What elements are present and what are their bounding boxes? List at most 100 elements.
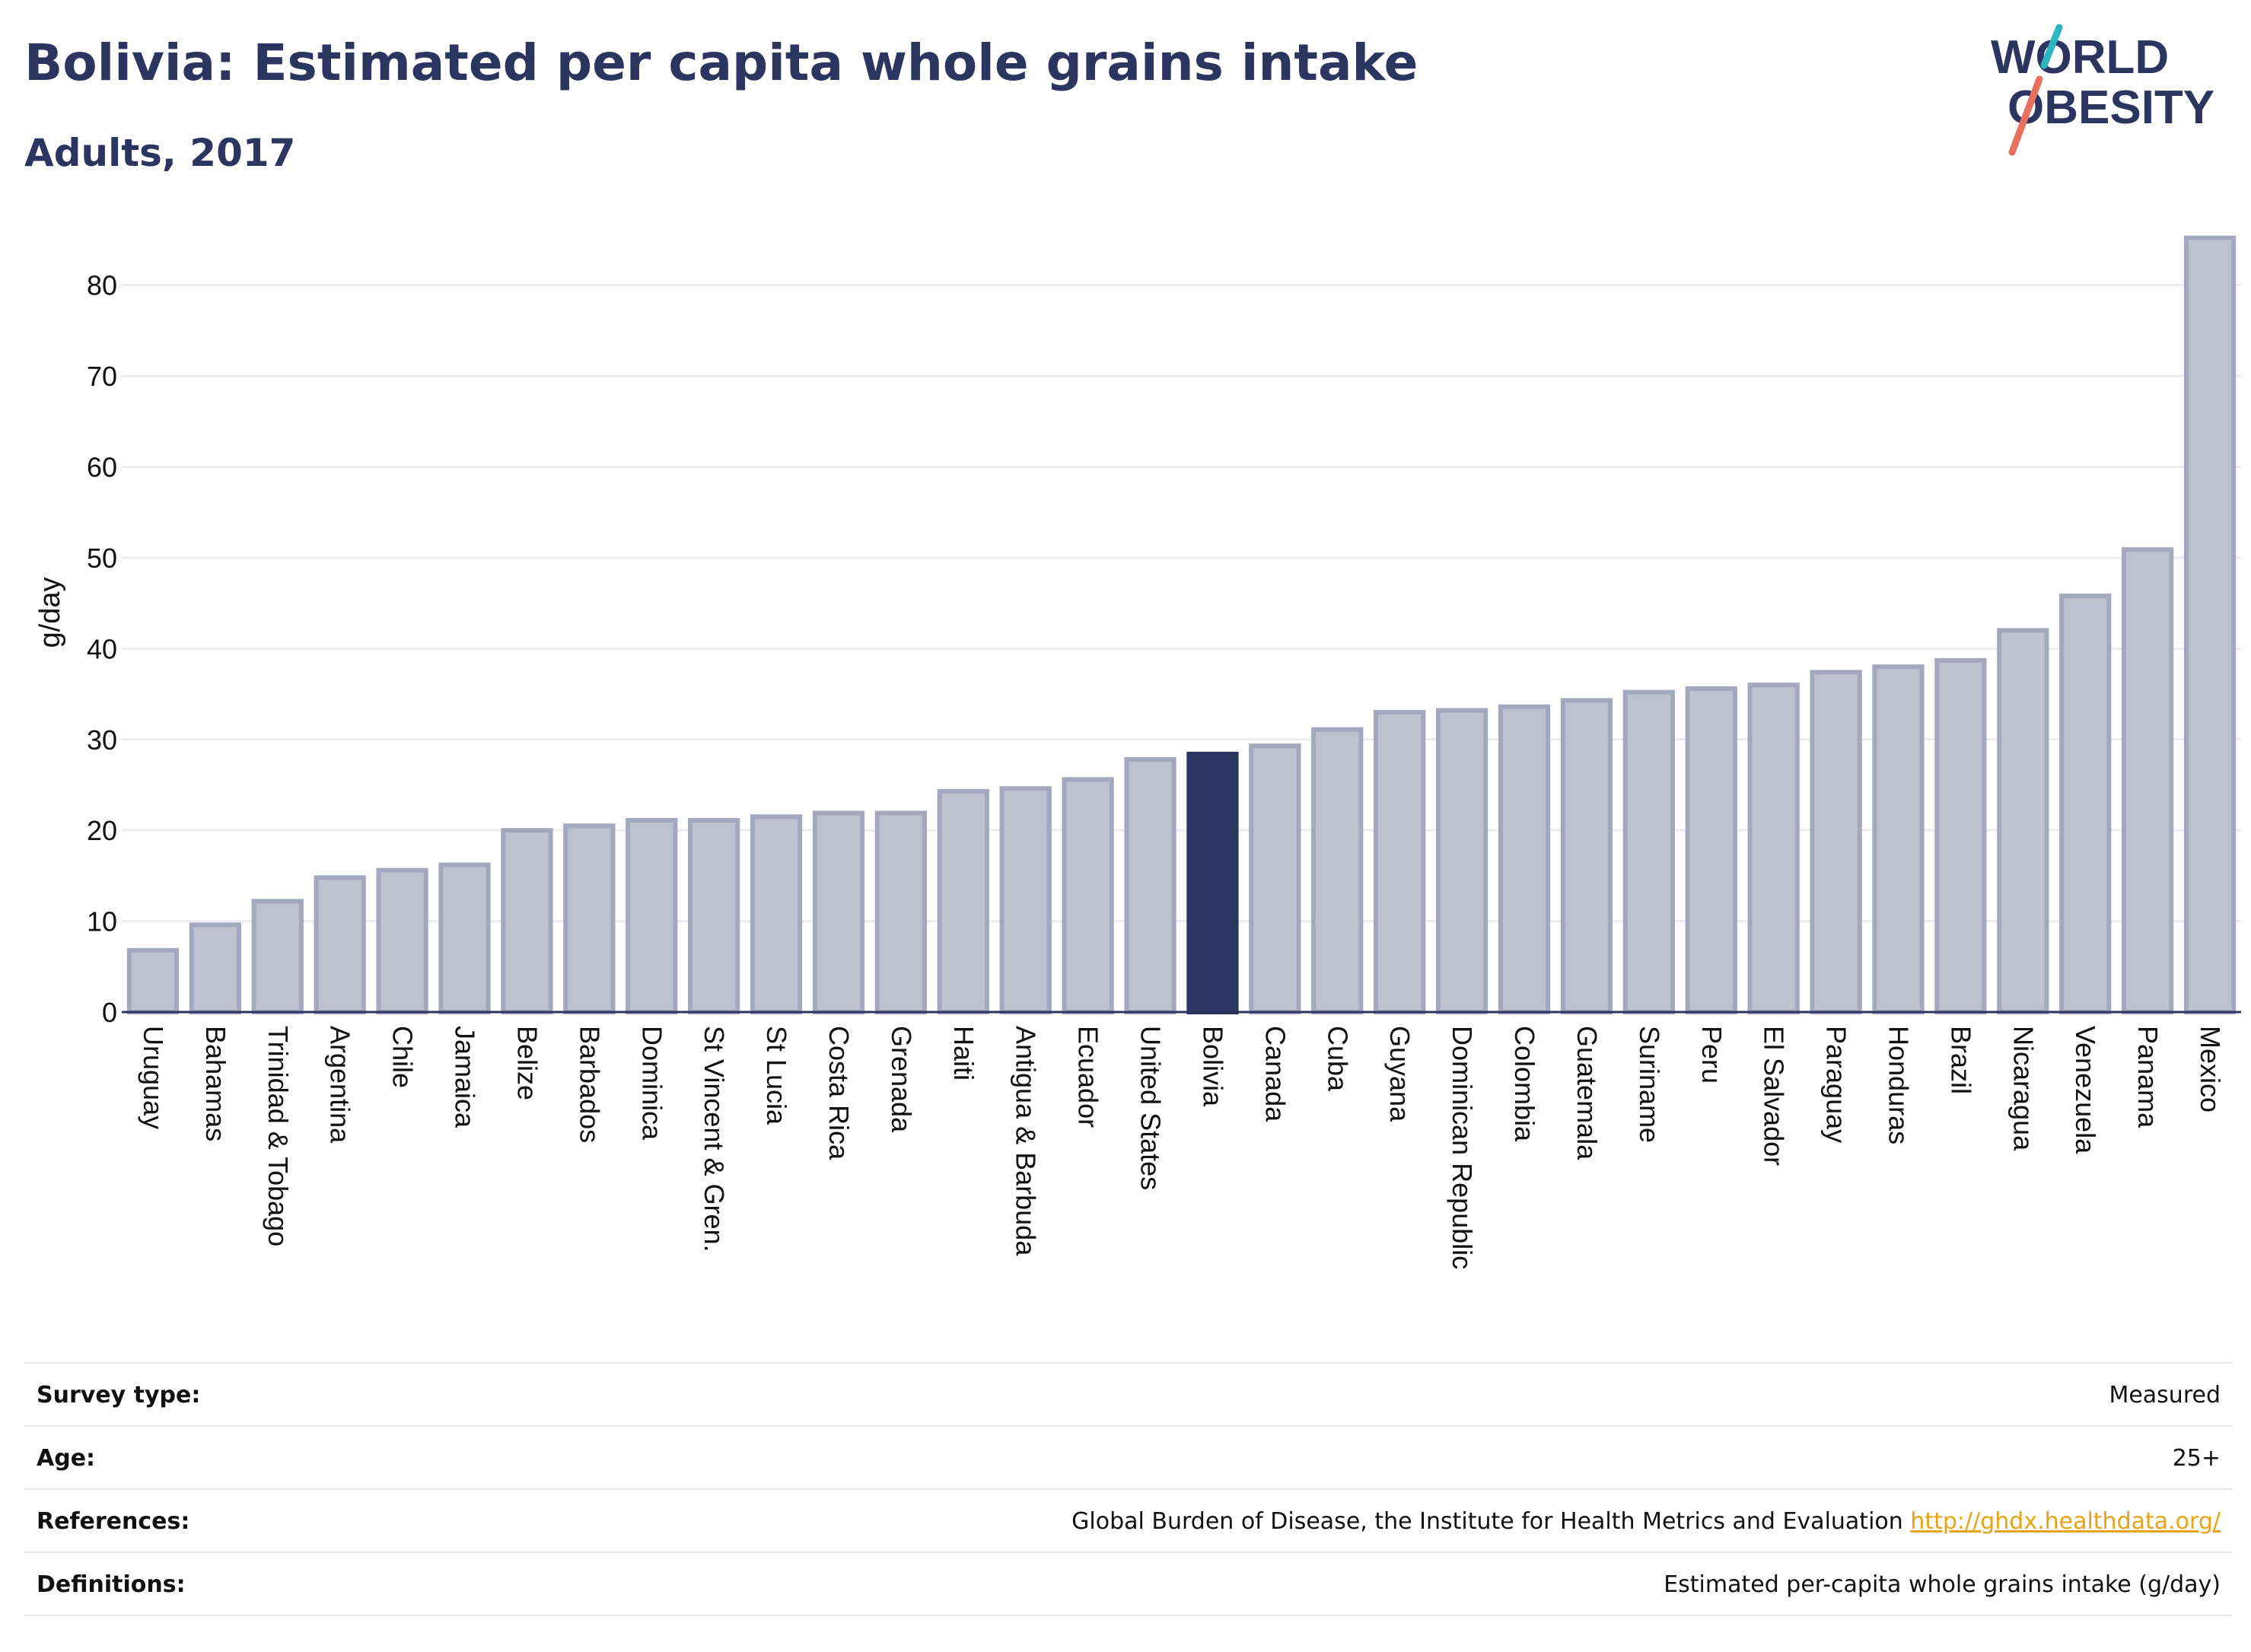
- bars: [126, 235, 2237, 1015]
- x-tick-label: Uruguay: [138, 1026, 169, 1129]
- x-tick-label: Peru: [1696, 1026, 1727, 1084]
- bar-cuba: [1311, 727, 1364, 1014]
- definitions-label: Definitions:: [37, 1571, 186, 1598]
- x-tick-label: Brazil: [1945, 1026, 1976, 1094]
- meta-row-survey-type: Survey type: Measured: [24, 1362, 2233, 1425]
- bar-argentina: [314, 875, 366, 1015]
- bar-united-states: [1124, 757, 1176, 1014]
- survey-type-value: Measured: [2109, 1382, 2221, 1408]
- logo-coral-stroke: [2008, 75, 2043, 156]
- references-link[interactable]: http://ghdx.healthdata.org/: [1910, 1508, 2221, 1535]
- x-tick-label: Bahamas: [200, 1026, 231, 1141]
- x-tick-label: Trinidad & Tobago: [263, 1026, 294, 1246]
- bar-bolivia: [1186, 751, 1239, 1015]
- logo-teal-stroke: [2040, 24, 2063, 69]
- definitions-value: Estimated per-capita whole grains intake…: [1664, 1571, 2221, 1598]
- x-tick-label: Barbados: [574, 1026, 605, 1143]
- x-tick-label: Dominica: [636, 1026, 667, 1141]
- bar-grenada: [874, 810, 928, 1015]
- y-tick-label: 70: [87, 361, 117, 392]
- y-tick-label: 0: [102, 997, 117, 1028]
- x-tick-label: Mexico: [2195, 1026, 2226, 1112]
- bar-uruguay: [126, 947, 180, 1015]
- x-tick-label: Dominican Republic: [1447, 1026, 1478, 1269]
- bar-suriname: [1622, 689, 1675, 1014]
- bar-chart: 0 10 20 30 40 50 60 70 80 Uruguay Bahamas Trinidad…: [34, 235, 2241, 1269]
- meta-row-definitions: Definitions: Estimated per-capita whole …: [24, 1552, 2233, 1616]
- bar-venezuela: [2059, 594, 2112, 1014]
- bar-bahamas: [189, 922, 241, 1015]
- bar-brazil: [1934, 657, 1987, 1014]
- y-axis-label: g/day: [34, 578, 66, 648]
- bar-dominican-republic: [1435, 708, 1488, 1014]
- bar-trinidad-tobago: [251, 899, 304, 1014]
- meta-row-age: Age: 25+: [24, 1425, 2233, 1488]
- bar-belize: [501, 828, 553, 1015]
- world-obesity-logo: WORLD OBESITY: [1991, 24, 2214, 156]
- x-tick-label: Jamaica: [450, 1026, 481, 1128]
- references-value: Global Burden of Disease, the Institute …: [1071, 1508, 2221, 1535]
- bar-nicaragua: [1997, 628, 2049, 1014]
- x-tick-label: United States: [1135, 1026, 1167, 1190]
- bar-el-salvador: [1747, 683, 1800, 1015]
- references-text: Global Burden of Disease, the Institute …: [1071, 1508, 1911, 1535]
- x-tick-label: Grenada: [886, 1026, 917, 1133]
- bar-panama: [2122, 547, 2174, 1014]
- x-tick-label: Suriname: [1634, 1026, 1665, 1143]
- bar-mexico: [2183, 235, 2237, 1014]
- bar-dominica: [626, 818, 678, 1014]
- x-tick-label: El Salvador: [1759, 1026, 1790, 1166]
- x-tick-label: Argentina: [325, 1026, 356, 1144]
- x-tick-label: Venezuela: [2070, 1026, 2101, 1154]
- y-tick-labels: 0 10 20 30 40 50 60 70 80: [87, 270, 117, 1028]
- age-label: Age:: [37, 1445, 96, 1472]
- x-tick-label: St Vincent & Gren.: [699, 1026, 730, 1253]
- x-tick-label: Costa Rica: [823, 1026, 855, 1160]
- logo-line1: WORLD: [1991, 31, 2169, 84]
- bar-canada: [1249, 743, 1301, 1014]
- x-tick-label: Colombia: [1509, 1026, 1540, 1142]
- bar-st-lucia: [750, 814, 803, 1014]
- age-value: 25+: [2172, 1445, 2221, 1472]
- x-tick-label: Nicaragua: [2007, 1026, 2039, 1151]
- x-tick-label: Ecuador: [1073, 1026, 1104, 1128]
- bar-st-vincent-gren-: [688, 818, 740, 1014]
- bar-honduras: [1872, 664, 1925, 1014]
- x-tick-label: Panama: [2132, 1026, 2163, 1128]
- page-subtitle: Adults, 2017: [24, 131, 296, 175]
- bar-colombia: [1498, 704, 1551, 1015]
- bar-costa-rica: [812, 810, 865, 1015]
- y-tick-label: 20: [87, 815, 117, 846]
- x-tick-label: Bolivia: [1197, 1026, 1228, 1107]
- page-title: Bolivia: Estimated per capita whole grai…: [24, 33, 1418, 92]
- bar-chile: [376, 867, 428, 1014]
- y-tick-label: 10: [87, 906, 117, 937]
- x-tick-label: Guyana: [1384, 1026, 1415, 1122]
- bar-ecuador: [1062, 777, 1114, 1015]
- survey-type-label: Survey type:: [37, 1382, 201, 1408]
- x-tick-label: Paraguay: [1821, 1026, 1852, 1143]
- x-tick-label: Antigua & Barbuda: [1011, 1026, 1042, 1256]
- y-tick-label: 40: [87, 633, 117, 664]
- meta-row-references: References: Global Burden of Disease, th…: [24, 1488, 2233, 1552]
- x-tick-label: Guatemala: [1571, 1026, 1603, 1160]
- x-tick-label: St Lucia: [761, 1026, 792, 1125]
- bar-guyana: [1374, 709, 1426, 1014]
- bar-guatemala: [1560, 698, 1613, 1015]
- references-label: References:: [37, 1508, 190, 1535]
- bar-barbados: [563, 823, 616, 1015]
- x-tick-label: Honduras: [1883, 1026, 1914, 1144]
- x-tick-label: Belize: [511, 1026, 543, 1100]
- metadata-table: Survey type: Measured Age: 25+ Reference…: [24, 1362, 2233, 1616]
- y-tick-label: 30: [87, 724, 117, 756]
- y-tick-label: 80: [87, 270, 117, 301]
- x-tick-labels: Uruguay Bahamas Trinidad & Tobago Argentina…: [138, 1026, 2226, 1269]
- y-tick-label: 60: [87, 452, 117, 483]
- logo-line2: OBESITY: [2007, 81, 2214, 134]
- x-tick-label: Haiti: [948, 1026, 979, 1081]
- x-tick-label: Canada: [1259, 1026, 1291, 1122]
- bar-peru: [1685, 686, 1737, 1014]
- bar-paraguay: [1810, 670, 1862, 1015]
- y-tick-label: 50: [87, 543, 117, 574]
- bar-haiti: [937, 788, 989, 1015]
